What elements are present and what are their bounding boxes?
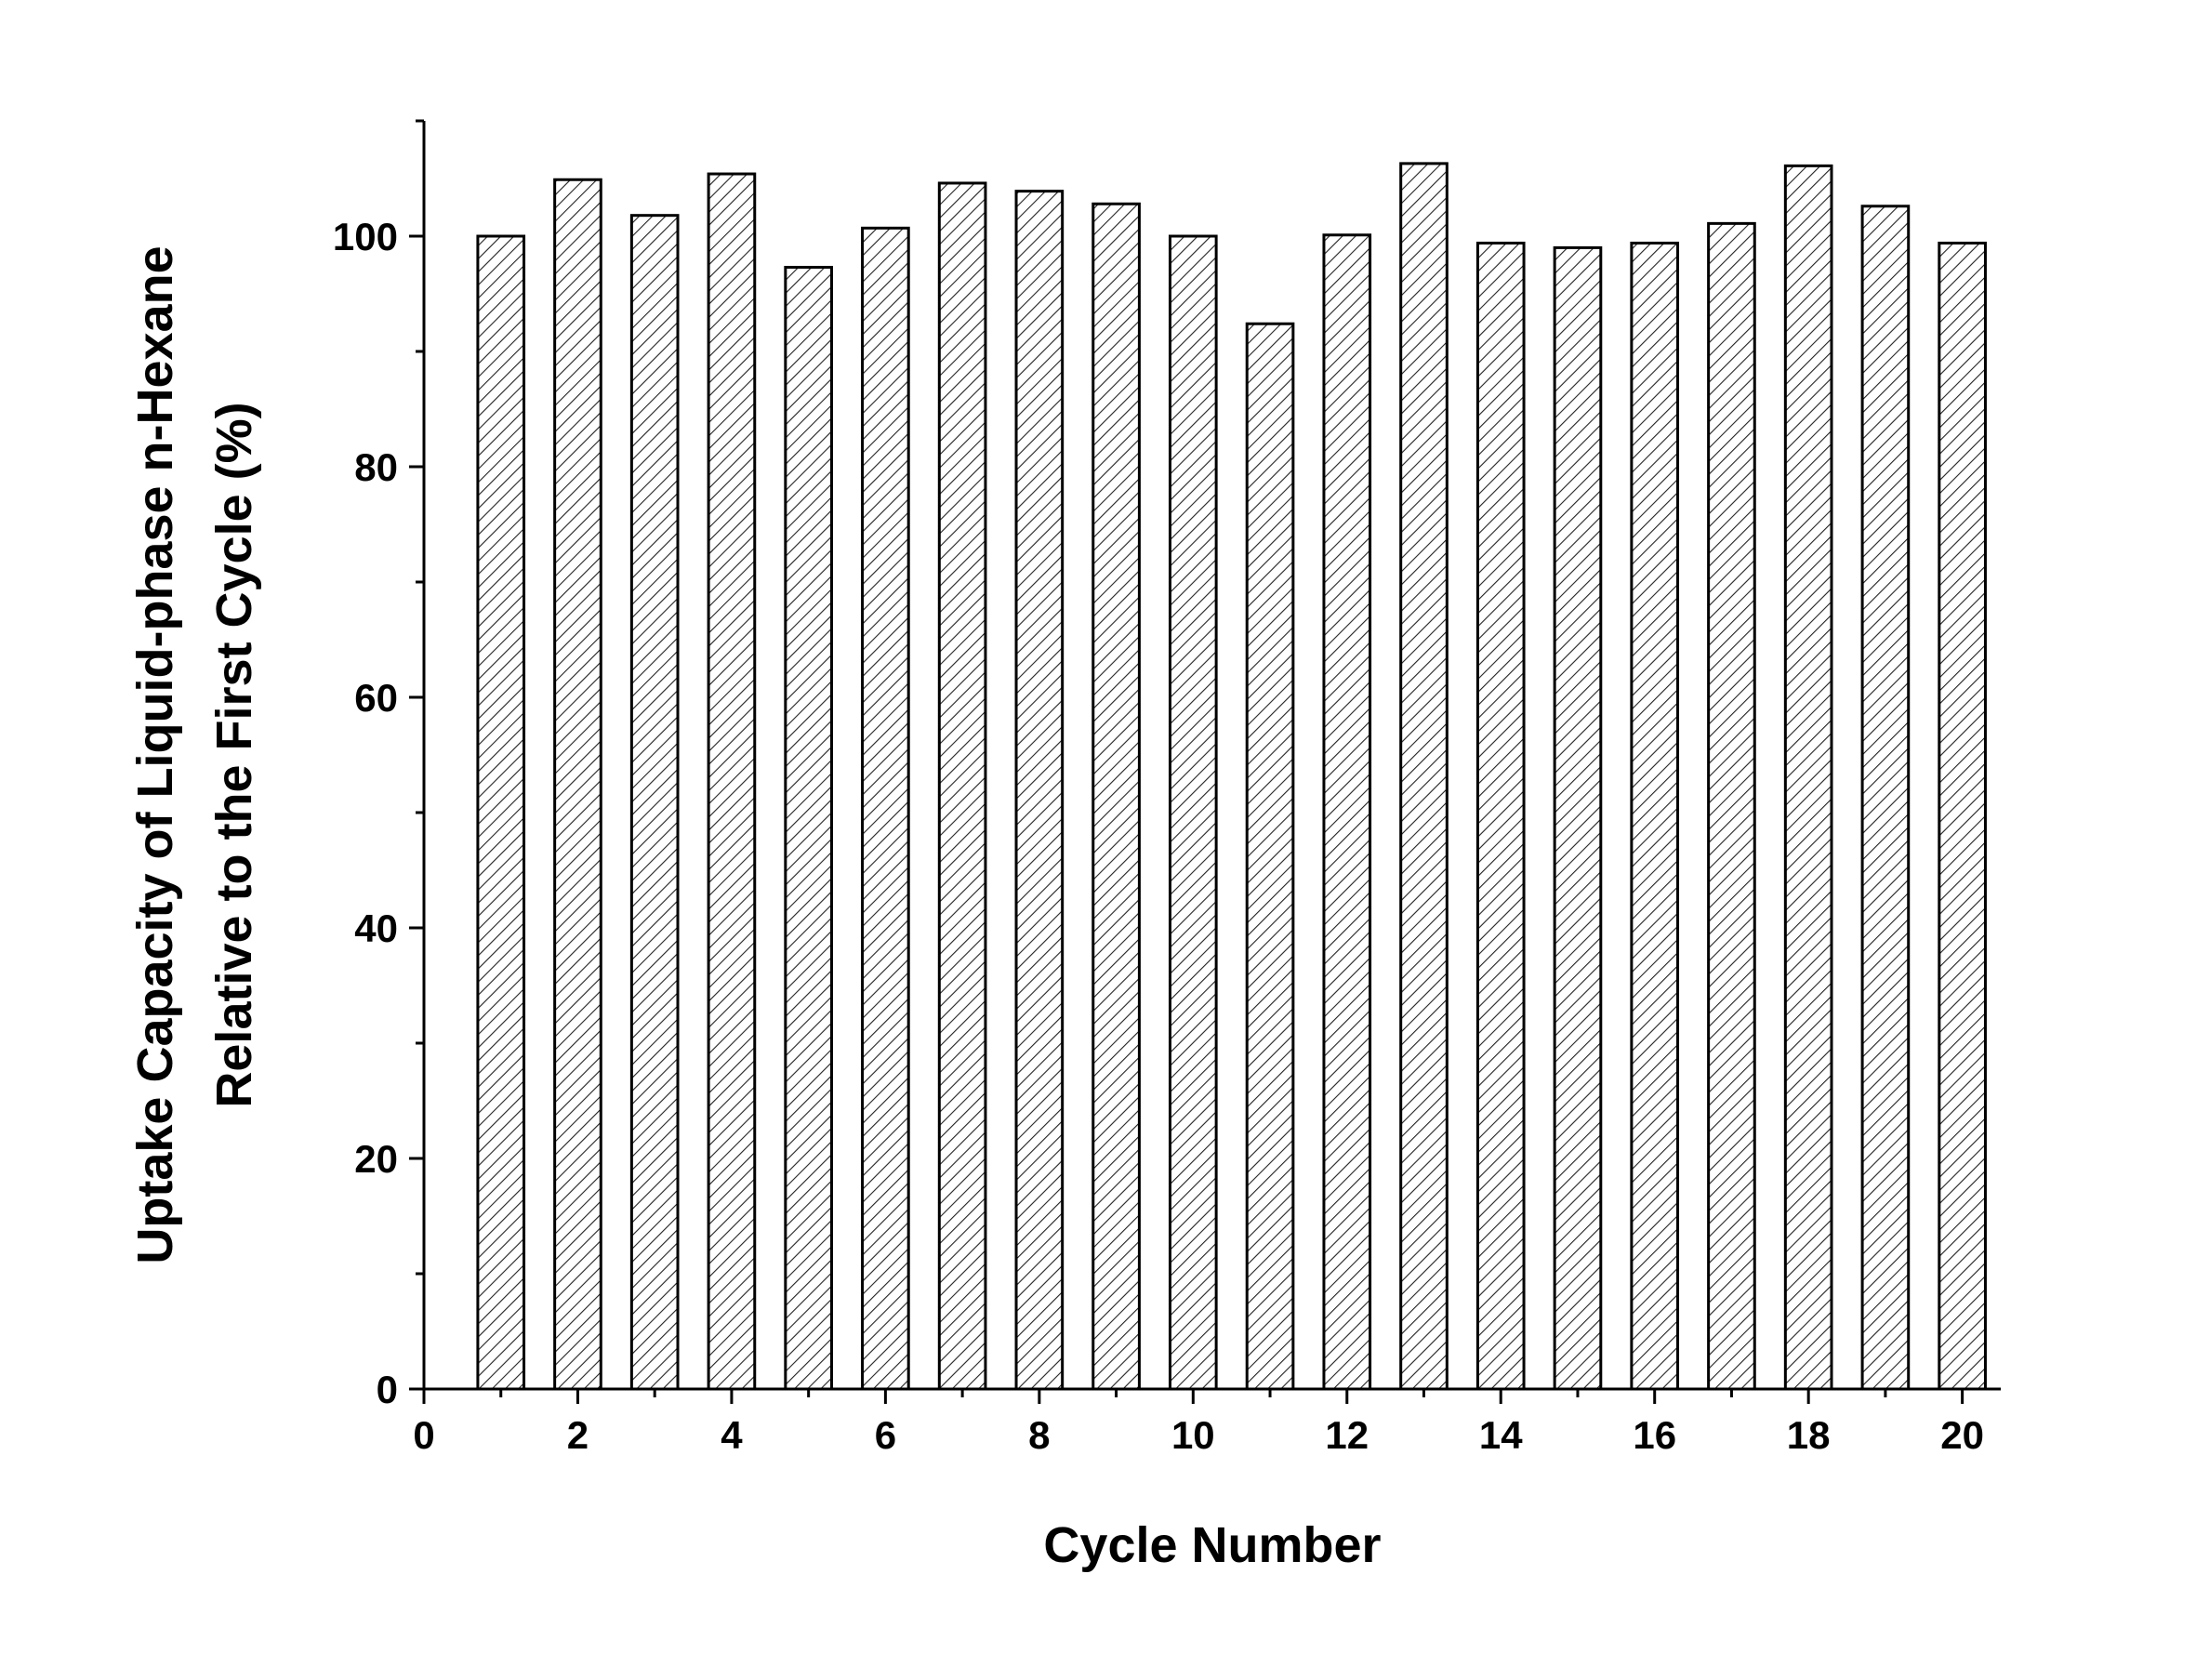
bar	[1783, 164, 1833, 1391]
x-tick-label: 20	[1940, 1413, 1984, 1457]
y-tick-label: 80	[354, 445, 398, 489]
bar	[1475, 241, 1526, 1391]
x-tick-label: 12	[1325, 1413, 1369, 1457]
x-tick-label: 10	[1171, 1413, 1215, 1457]
bar	[937, 181, 987, 1391]
x-tick-label: 2	[567, 1413, 589, 1457]
bar	[1630, 241, 1680, 1391]
bar	[861, 226, 910, 1391]
bar	[1091, 202, 1141, 1391]
y-tick-label: 100	[333, 215, 398, 258]
x-axis-label: Cycle Number	[1043, 1517, 1381, 1573]
bar	[1322, 233, 1372, 1391]
bar	[1707, 221, 1756, 1391]
x-tick-label: 16	[1633, 1413, 1676, 1457]
y-axis-label: Relative to the First Cycle (%)	[206, 402, 262, 1107]
bar	[1168, 234, 1218, 1391]
y-tick-label: 40	[354, 906, 398, 950]
x-tick-label: 4	[721, 1413, 743, 1457]
y-tick-label: 60	[354, 676, 398, 720]
y-tick-label: 20	[354, 1137, 398, 1181]
y-tick-label: 0	[377, 1368, 398, 1411]
bar	[1860, 205, 1911, 1391]
x-tick-label: 18	[1787, 1413, 1831, 1457]
bar	[1014, 190, 1065, 1391]
bar	[784, 265, 833, 1391]
x-tick-label: 6	[875, 1413, 896, 1457]
y-axis-label: Uptake Capacity of Liquid-phase n-Hexane	[127, 245, 183, 1263]
bar	[707, 172, 757, 1391]
bar	[1938, 241, 1987, 1391]
bar	[1245, 322, 1295, 1391]
bar	[1399, 162, 1449, 1391]
x-tick-label: 8	[1028, 1413, 1050, 1457]
x-tick-label: 14	[1479, 1413, 1523, 1457]
bar	[1553, 245, 1603, 1391]
x-tick-label: 0	[413, 1413, 434, 1457]
bar	[476, 234, 526, 1391]
bar	[629, 214, 680, 1391]
bar	[553, 178, 602, 1391]
